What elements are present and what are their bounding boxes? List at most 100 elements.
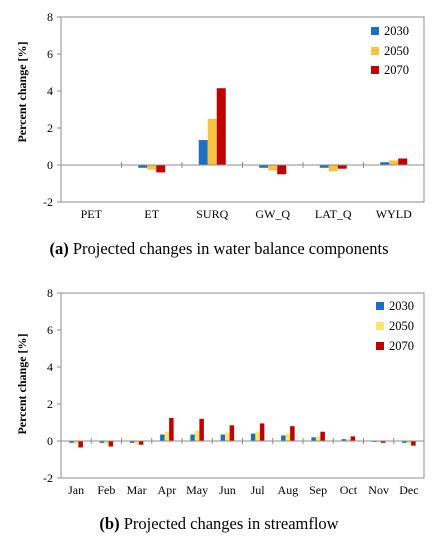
y-tick-label: 8 [47,10,53,24]
bar-2050-LAT_Q [328,165,338,172]
legend-swatch-2030 [371,27,379,35]
bar-2050-GW_Q [268,165,278,171]
y-tick-label: 4 [47,84,53,98]
bar-2050-Sep [315,436,321,441]
x-tick-label: Jan [68,483,84,497]
y-tick-label: 2 [47,397,53,411]
y-tick-label: -2 [43,471,53,485]
bar-2070-Sep [320,431,325,441]
chart-b-x-tick-labels: Jan Feb Mar Apr May Jun Jul Aug Sep Oct Nov Dec [68,483,418,497]
chart-b-bars [60,417,416,448]
bar-2070-Aug [290,426,295,441]
bar-2050-Oct [346,439,351,441]
chart-a-x-tick-labels: PET ET SURQ GW_Q LAT_Q WYLD [81,207,412,221]
x-tick-label: Oct [340,483,358,497]
x-tick-label: Mar [127,483,147,497]
bar-2070-Dec [411,441,416,446]
chart-a-plot-frame [60,16,425,203]
bar-2030-SURQ [198,140,208,165]
bar-2030-ET [138,165,148,168]
y-tick-label: 4 [47,360,53,374]
bar-2030-Feb [99,441,105,443]
y-tick-label: 0 [47,158,53,172]
chart-b: Percent change [%] -2 0 2 4 6 8 Jan Feb Mar Apr M… [15,286,425,533]
chart-a-caption-label: (a) [49,239,68,258]
bar-2070-Jul [259,423,265,441]
bar-2070-Feb [108,441,114,447]
x-tick-label: LAT_Q [315,207,352,221]
chart-b-y-axis-label: Percent change [%] [15,333,29,434]
bar-2030-May [190,434,195,441]
bar-2070-ET [156,165,166,173]
bar-2070-Oct [350,436,356,441]
bar-2030-Jul [250,433,256,441]
chart-a-bars [60,88,408,175]
bar-2030-Oct [341,439,347,441]
bar-2050-Jun [225,432,230,441]
legend-label-2070: 2070 [389,339,414,353]
bar-2070-LAT_Q [337,165,347,169]
y-tick-label: -2 [43,195,53,209]
y-tick-label: 2 [47,121,53,135]
chart-b-legend: 2030 2050 2070 [376,299,414,353]
x-tick-label: WYLD [376,207,412,221]
bar-2030-Jan [69,441,74,443]
bar-2070-SURQ [216,88,226,165]
bar-2070-May [199,418,204,441]
chart-b-caption: (b) Projected changes in streamflow [99,514,338,533]
bar-2070-Nov [380,441,386,443]
chart-b-y-ticks: -2 0 2 4 6 8 [43,286,61,485]
bar-2050-SURQ [207,118,217,165]
y-tick-label: 6 [47,323,53,337]
x-tick-label: SURQ [196,207,228,221]
bar-2070-GW_Q [277,165,287,175]
legend-label-2030: 2030 [384,24,409,38]
legend-label-2050: 2050 [384,44,409,58]
chart-a-y-ticks: -2 0 2 4 6 8 [43,10,61,209]
bar-2070-Jan [78,441,83,448]
chart-b-caption-label: (b) [99,514,119,533]
legend-swatch-2050 [371,47,379,55]
bar-2050-May [194,430,200,441]
bar-2030-Apr [160,434,165,441]
x-tick-label: Jun [219,483,236,497]
y-tick-label: 8 [47,286,53,300]
bar-2030-GW_Q [259,165,269,168]
chart-a-caption-text: Projected changes in water balance compo… [69,239,389,258]
x-tick-label: PET [81,207,103,221]
bar-2050-Jul [255,431,260,441]
bar-2030-WYLD [380,162,390,165]
bar-2070-Jun [229,425,235,441]
chart-a-y-axis-label: Percent change [%] [15,41,29,142]
chart-a: Percent change [%] -2 0 2 4 6 8 PET ET SURQ GW_Q… [15,10,425,258]
bar-2050-Jan [73,441,79,444]
bar-2030-Mar [129,441,135,443]
legend-swatch-2050 [376,322,384,330]
bar-2050-Aug [285,433,291,441]
chart-a-legend: 2030 2050 2070 [371,24,409,77]
bar-2050-ET [147,165,157,170]
legend-swatch-2070 [371,66,379,74]
legend-label-2030: 2030 [389,299,414,313]
x-tick-label: Nov [368,483,389,497]
chart-a-caption: (a) Projected changes in water balance c… [49,239,388,258]
x-tick-label: ET [144,207,159,221]
x-tick-label: Jul [251,483,266,497]
legend-label-2070: 2070 [384,63,409,77]
y-tick-label: 0 [47,434,53,448]
x-tick-label: Dec [399,483,418,497]
bar-2050-Mar [134,441,139,444]
bar-2050-Feb [104,441,109,444]
chart-b-caption-text: Projected changes in streamflow [120,514,339,533]
legend-swatch-2070 [376,342,384,350]
x-tick-label: GW_Q [255,207,290,221]
bar-2070-Apr [169,417,174,441]
x-tick-label: Aug [278,483,299,497]
bar-2030-LAT_Q [319,165,329,168]
x-tick-label: May [186,483,208,497]
bar-2030-Dec [402,441,407,443]
bar-2030-Jun [220,434,226,441]
legend-label-2050: 2050 [389,319,414,333]
bar-2050-WYLD [389,160,399,165]
